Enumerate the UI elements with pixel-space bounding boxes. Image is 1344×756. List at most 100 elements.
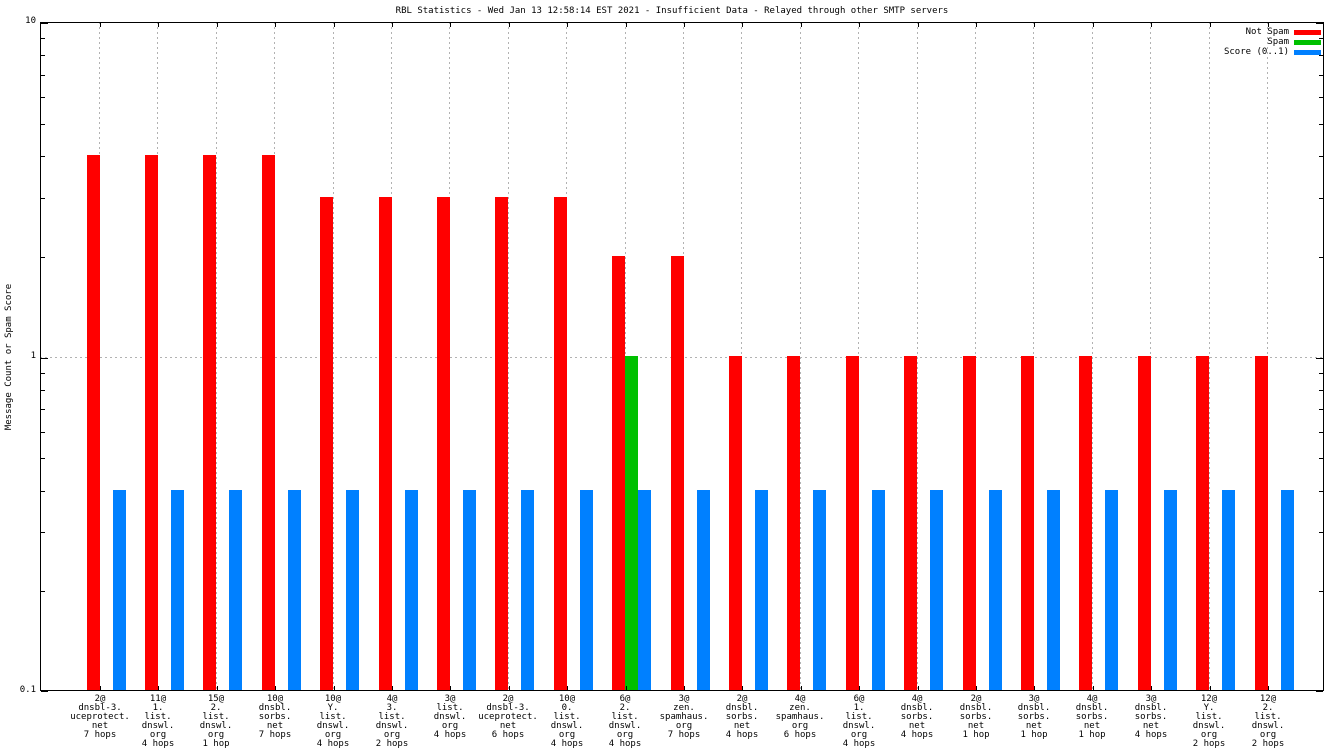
bar-score-0-1 <box>113 490 126 691</box>
bar-not-spam <box>437 197 450 691</box>
y-minor-tick <box>41 97 45 98</box>
y-minor-tick <box>41 491 45 492</box>
x-bottom-tick <box>216 686 218 690</box>
vertical-gridline <box>799 22 801 691</box>
y-minor-tick <box>1319 97 1323 98</box>
bar-score-0-1 <box>638 490 651 691</box>
y-minor-tick <box>41 124 45 125</box>
x-tick-label: 10@ 0. list. dnswl. org 4 hops <box>550 694 584 749</box>
x-tick-label: 3@ dnsbl. sorbs. net 1 hop <box>1017 694 1051 740</box>
x-top-tick <box>917 23 919 27</box>
bar-score-0-1 <box>989 490 1002 691</box>
vertical-gridline <box>1091 22 1093 691</box>
bar-score-0-1 <box>405 490 418 691</box>
x-tick-label: 2@ dnsbl. sorbs. net 1 hop <box>959 694 993 740</box>
x-bottom-tick <box>100 686 101 690</box>
plot-area: Not Spam Spam Score (0..1) <box>40 22 1324 692</box>
x-top-tick <box>392 23 393 27</box>
y-minor-tick <box>41 198 45 199</box>
x-tick-label: 10@ dnsbl. sorbs. net 7 hops <box>258 694 292 740</box>
bar-not-spam <box>729 356 742 691</box>
y-minor-tick <box>41 156 45 157</box>
y-major-tick <box>1316 691 1323 692</box>
legend-label: Not Spam <box>1245 27 1289 37</box>
x-bottom-tick <box>625 686 627 690</box>
x-top-tick <box>800 23 802 27</box>
legend-swatch <box>1294 39 1321 45</box>
bar-score-0-1 <box>872 490 885 691</box>
x-bottom-tick <box>1209 686 1211 690</box>
x-bottom-tick <box>976 686 977 690</box>
y-tick-label: 0.1 <box>19 685 36 695</box>
chart-title: RBL Statistics - Wed Jan 13 12:58:14 EST… <box>395 6 949 16</box>
x-top-tick <box>100 23 101 27</box>
bar-not-spam <box>1196 356 1209 691</box>
y-minor-tick <box>1319 373 1323 374</box>
x-bottom-tick <box>1034 686 1036 690</box>
y-minor-tick <box>1319 38 1323 39</box>
y-minor-tick <box>1319 257 1323 258</box>
x-top-tick <box>742 23 744 27</box>
bar-not-spam <box>495 197 508 691</box>
bar-score-0-1 <box>1222 490 1235 691</box>
x-top-tick <box>1268 23 1269 27</box>
x-bottom-tick <box>158 686 160 690</box>
x-tick-label: 2@ dnsbl-3. uceprotect. net 7 hops <box>70 694 130 740</box>
y-minor-tick <box>1319 198 1323 199</box>
x-tick-label: 3@ zen. spamhaus. org 7 hops <box>659 694 709 740</box>
x-top-tick <box>625 23 627 27</box>
vertical-gridline <box>507 22 509 691</box>
x-top-tick <box>275 23 277 27</box>
x-top-tick <box>158 23 160 27</box>
y-minor-tick <box>1319 532 1323 533</box>
bar-not-spam <box>262 155 275 691</box>
x-tick-label: 2@ dnsbl. sorbs. net 4 hops <box>725 694 759 740</box>
x-tick-label: 15@ 2. list. dnswl. org 1 hop <box>199 694 233 749</box>
bar-score-0-1 <box>346 490 359 691</box>
bar-score-0-1 <box>697 490 710 691</box>
y-minor-tick <box>41 432 45 433</box>
x-bottom-tick <box>859 686 861 690</box>
x-tick-label: 3@ dnsbl. sorbs. net 4 hops <box>1134 694 1168 740</box>
bar-score-0-1 <box>463 490 476 691</box>
bar-score-0-1 <box>930 490 943 691</box>
y-minor-tick <box>41 390 45 391</box>
y-minor-tick <box>1319 491 1323 492</box>
bar-score-0-1 <box>1105 490 1118 691</box>
bar-not-spam <box>379 197 392 691</box>
plot-border <box>40 22 1324 692</box>
bars-layer <box>40 22 1324 691</box>
x-bottom-tick <box>508 686 510 690</box>
y-minor-tick <box>41 75 45 76</box>
x-bottom-tick <box>684 686 685 690</box>
bar-score-0-1 <box>171 490 184 691</box>
x-tick-label: 10@ Y. list. dnswl. org 4 hops <box>316 694 350 749</box>
bar-not-spam <box>904 356 917 691</box>
bar-not-spam <box>787 356 800 691</box>
x-top-tick <box>1034 23 1036 27</box>
y-minor-tick <box>41 591 45 592</box>
bar-score-0-1 <box>1164 490 1177 691</box>
y-minor-tick <box>41 373 45 374</box>
y-tick-label: 1 <box>30 351 36 361</box>
y-minor-tick <box>1319 591 1323 592</box>
legend-label: Spam <box>1267 37 1289 47</box>
x-bottom-tick <box>450 686 452 690</box>
y-minor-tick <box>1319 390 1323 391</box>
vertical-gridline <box>916 22 918 691</box>
y-minor-tick <box>41 458 45 459</box>
y-minor-tick <box>1319 55 1323 56</box>
bar-not-spam <box>1021 356 1034 691</box>
legend-swatch <box>1294 49 1321 55</box>
bar-score-0-1 <box>229 490 242 691</box>
y-minor-tick <box>41 55 45 56</box>
bar-not-spam <box>1255 356 1268 691</box>
x-top-tick <box>859 23 861 27</box>
y-minor-tick <box>1319 124 1323 125</box>
vertical-gridline <box>215 22 217 691</box>
x-top-tick <box>976 23 977 27</box>
x-tick-label: 12@ 2. list. dnswl. org 2 hops <box>1251 694 1285 749</box>
vertical-gridline <box>332 22 334 691</box>
x-top-tick <box>567 23 569 27</box>
